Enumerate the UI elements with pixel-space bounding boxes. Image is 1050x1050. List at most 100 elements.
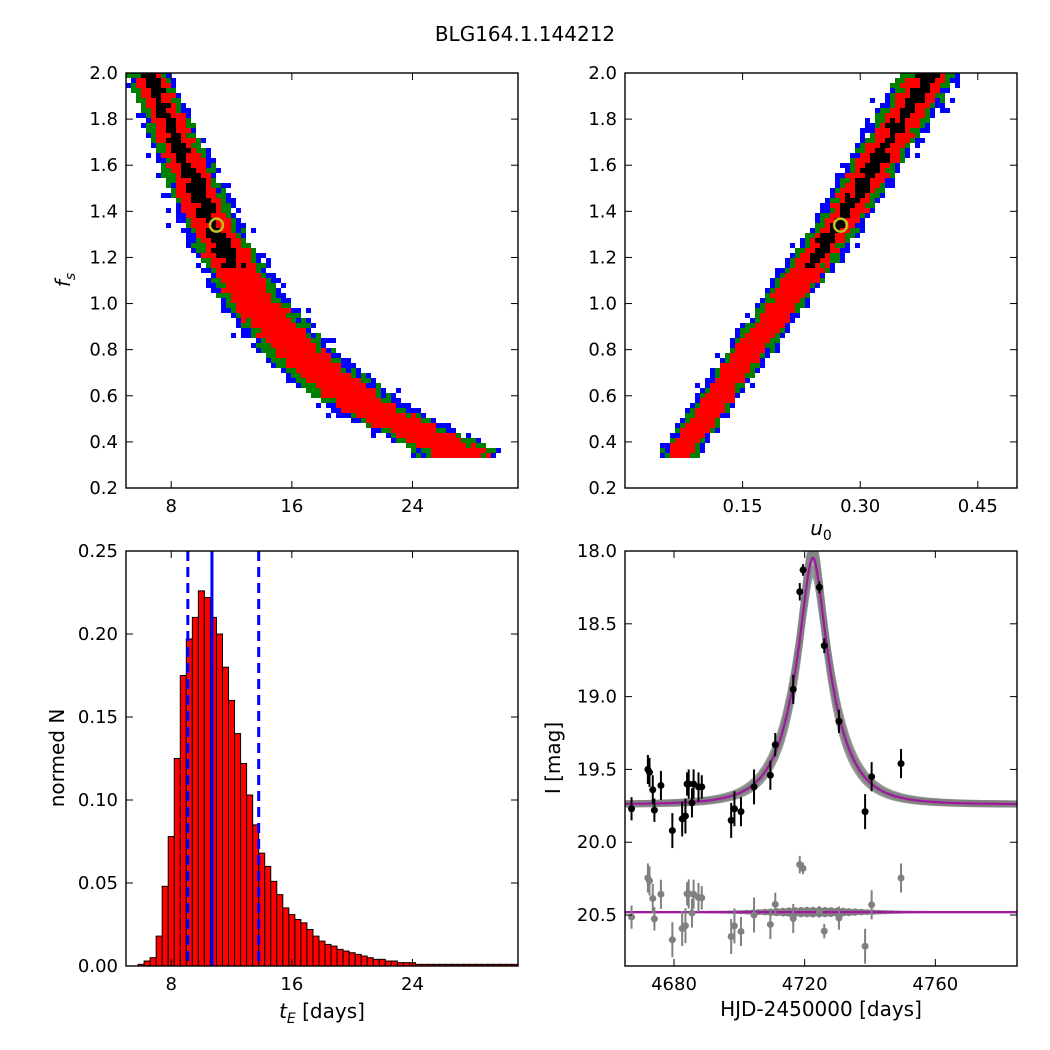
heatmap-cell: [186, 243, 191, 248]
heatmap-cell: [226, 208, 231, 213]
heatmap-cell: [725, 378, 730, 383]
histogram-bar: [318, 940, 326, 967]
heatmap-cell: [211, 253, 216, 258]
heatmap-cell: [905, 73, 910, 78]
heatmap-cell: [261, 333, 266, 338]
heatmap-cell: [271, 313, 276, 318]
y-tick-label: 18.0: [577, 541, 617, 562]
heatmap-cell: [221, 258, 226, 263]
heatmap-cell: [291, 343, 296, 348]
heatmap-cell: [191, 148, 196, 153]
heatmap-cell: [366, 418, 371, 423]
heatmap-cell: [840, 163, 845, 168]
heatmap-cell: [221, 213, 226, 218]
heatmap-cell: [201, 163, 206, 168]
y-tick-label: 0.10: [78, 790, 118, 811]
heatmap-cell: [151, 133, 156, 138]
heatmap-cell: [386, 413, 391, 418]
heatmap-cell: [860, 193, 865, 198]
heatmap-cell: [940, 103, 945, 108]
heatmap-cell: [431, 433, 436, 438]
heatmap-cell: [226, 193, 231, 198]
heatmap-cell: [381, 393, 386, 398]
heatmap-cell: [341, 408, 346, 413]
heatmap-cell: [750, 343, 755, 348]
heatmap-cell: [306, 338, 311, 343]
plot-frame: [624, 72, 1018, 489]
heatmap-cell: [311, 373, 316, 378]
heatmap-cell: [276, 348, 281, 353]
heatmap-cell: [266, 273, 271, 278]
heatmap-cell: [256, 288, 261, 293]
heatmap-cell: [146, 128, 151, 133]
heatmap-cell: [880, 178, 885, 183]
histogram-bar: [155, 935, 163, 967]
heatmap-cell: [900, 78, 905, 83]
heatmap-cell: [286, 373, 291, 378]
heatmap-cell: [236, 288, 241, 293]
heatmap-cell: [236, 278, 241, 283]
heatmap-cell: [810, 248, 815, 253]
heatmap-cell: [870, 163, 875, 168]
y-axis-label: I [mag]: [541, 722, 565, 794]
histogram-bar: [173, 758, 181, 967]
heatmap-cell: [890, 178, 895, 183]
heatmap-cell: [770, 328, 775, 333]
heatmap-cell: [156, 148, 161, 153]
heatmap-cell: [166, 138, 171, 143]
histogram-bar: [390, 960, 398, 967]
heatmap-cell: [351, 383, 356, 388]
heatmap-cell: [890, 88, 895, 93]
heatmap-cell: [141, 78, 146, 83]
heatmap-cell: [775, 333, 780, 338]
heatmap-cell: [266, 333, 271, 338]
heatmap-cell: [735, 393, 740, 398]
heatmap-cell: [775, 273, 780, 278]
heatmap-cell: [266, 278, 271, 283]
heatmap-cell: [341, 363, 346, 368]
heatmap-cell: [311, 393, 316, 398]
heatmap-cell: [221, 218, 226, 223]
heatmap-cell: [306, 383, 311, 388]
heatmap-cell: [760, 323, 765, 328]
heatmap-cell: [251, 303, 256, 308]
heatmap-cell: [760, 333, 765, 338]
heatmap-cell: [815, 278, 820, 283]
heatmap-cell: [795, 278, 800, 283]
heatmap-cell: [735, 348, 740, 353]
heatmap-cell: [181, 148, 186, 153]
heatmap-cell: [356, 413, 361, 418]
heatmap-cell: [910, 83, 915, 88]
heatmap-cell: [231, 213, 236, 218]
heatmap-cell: [276, 318, 281, 323]
heatmap-cell: [216, 238, 221, 243]
heatmap-cell: [860, 218, 865, 223]
x-tick-label: 8: [166, 496, 177, 517]
heatmap-cell: [740, 373, 745, 378]
heatmap-cell: [880, 158, 885, 163]
heatmap-cell: [256, 308, 261, 313]
heatmap-cell: [296, 373, 301, 378]
heatmap-cell: [785, 298, 790, 303]
heatmap-cell: [291, 373, 296, 378]
heatmap-cell: [416, 418, 421, 423]
heatmap-cell: [171, 148, 176, 153]
heatmap-cell: [820, 243, 825, 248]
heatmap-cell: [740, 323, 745, 328]
heatmap-cell: [775, 328, 780, 333]
heatmap-cell: [176, 193, 181, 198]
heatmap-cell: [780, 313, 785, 318]
heatmap-cell: [236, 253, 241, 258]
heatmap-cell: [166, 108, 171, 113]
heatmap-cell: [281, 338, 286, 343]
residual-point: [799, 864, 807, 872]
heatmap-cell: [700, 433, 705, 438]
heatmap-cell: [950, 73, 955, 78]
residual-point: [750, 911, 758, 919]
heatmap-cell: [171, 108, 176, 113]
heatmap-cell: [316, 388, 321, 393]
heatmap-cell: [825, 218, 830, 223]
heatmap-cell: [176, 133, 181, 138]
heatmap-cell: [745, 343, 750, 348]
heatmap-cell: [371, 423, 376, 428]
